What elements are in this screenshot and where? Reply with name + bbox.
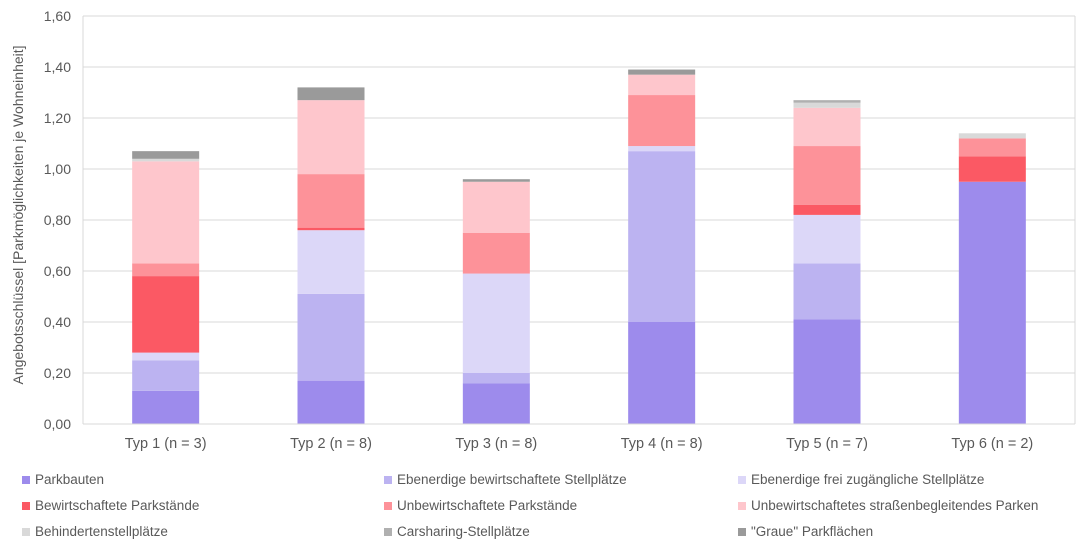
x-tick-label: Typ 4 (n = 8) [621, 436, 703, 452]
bar-segment [132, 276, 200, 353]
bar-segment [958, 156, 1026, 182]
bar-segment [958, 133, 1026, 139]
bar-segment [297, 293, 365, 381]
bar-segment [793, 100, 861, 103]
legend-label: Ebenerdige bewirtschaftete Stellplätze [397, 472, 627, 487]
bar-segment [132, 263, 200, 277]
y-tick-label: 1,40 [44, 59, 71, 75]
bar-segment [793, 319, 861, 424]
bar-segment [462, 181, 530, 233]
bar-segment [462, 373, 530, 384]
bars [132, 69, 1026, 424]
y-tick-label: 1,00 [44, 161, 71, 177]
legend-item: Parkbauten [22, 472, 104, 487]
bar-segment [793, 214, 861, 264]
y-tick-label: 0,80 [44, 212, 71, 228]
y-tick-label: 0,00 [44, 416, 71, 432]
bar-segment [297, 230, 365, 294]
legend-label: Unbewirtschaftetes straßenbegleitendes P… [751, 498, 1039, 513]
legend-item: Ebenerdige bewirtschaftete Stellplätze [384, 472, 627, 487]
legend-label: "Graue" Parkflächen [751, 524, 874, 539]
y-tick-label: 0,60 [44, 263, 71, 279]
axes: 0,00 0,20 0,40 0,60 0,80 1,00 1,20 1,40 1,60 Typ … [44, 8, 1075, 452]
legend-swatch [738, 501, 746, 510]
bar-segment [297, 174, 365, 228]
legend-swatch [384, 527, 392, 536]
legend-label: Unbewirtschaftete Parkstände [397, 498, 578, 513]
y-axis-title: Angebotsschlüssel [Parkmöglichkeiten je … [10, 45, 26, 384]
bar-segment [462, 273, 530, 373]
bar-segment [132, 390, 200, 424]
bar-segment [132, 151, 200, 159]
legend-item: "Graue" Parkflächen [738, 524, 873, 539]
bar-segment [132, 352, 200, 361]
legend-swatch [738, 475, 746, 484]
gridlines [82, 15, 1076, 424]
legend-item: Unbewirtschaftete Parkstände [384, 498, 577, 513]
x-tick-label: Typ 1 (n = 3) [125, 436, 207, 452]
bar-segment [297, 227, 365, 231]
legend-item: Ebenerdige frei zugängliche Stellplätze [738, 472, 984, 487]
bar-segment [793, 146, 861, 205]
legend-label: Behindertenstellplätze [35, 524, 168, 539]
x-tick-label: Typ 3 (n = 8) [455, 436, 537, 452]
legend-swatch [738, 527, 746, 536]
bar-segment [132, 161, 200, 264]
legend-item: Unbewirtschaftetes straßenbegleitendes P… [738, 498, 1038, 513]
bar-segment [132, 360, 200, 391]
bar-segment [958, 181, 1026, 424]
bar-segment [793, 263, 861, 320]
legend-label: Bewirtschaftete Parkstände [35, 498, 200, 513]
bar-segment [297, 100, 365, 175]
bar-segment [462, 383, 530, 424]
y-tick-label: 0,20 [44, 365, 71, 381]
bar-segment [958, 138, 1026, 157]
bar-segment [628, 95, 696, 147]
legend-item: Carsharing-Stellplätze [384, 524, 530, 539]
legend-item: Bewirtschaftete Parkstände [22, 498, 199, 513]
legend-swatch [22, 475, 30, 484]
bar-segment [628, 151, 696, 322]
x-tick-label: Typ 6 (n = 2) [951, 436, 1033, 452]
legend-label: Carsharing-Stellplätze [397, 524, 530, 539]
legend-swatch [22, 527, 30, 536]
bar-segment [297, 380, 365, 424]
bar-segment [628, 146, 696, 152]
y-tick-label: 1,60 [44, 8, 71, 24]
y-tick-label: 1,20 [44, 110, 71, 126]
x-tick-label: Typ 5 (n = 7) [786, 436, 868, 452]
bar-segment [132, 158, 200, 162]
bar-segment [628, 74, 696, 96]
bar-segment [793, 102, 861, 108]
x-tick-label: Typ 2 (n = 8) [290, 436, 372, 452]
legend-label: Parkbauten [35, 472, 105, 487]
bar-segment [297, 87, 365, 101]
bar-segment [628, 322, 696, 424]
legend-label: Ebenerdige frei zugängliche Stellplätze [751, 472, 985, 487]
bar-segment [462, 232, 530, 274]
y-tick-label: 0,40 [44, 314, 71, 330]
legend: Parkbauten Ebenerdige bewirtschaftete Ste… [0, 472, 1085, 551]
bar-segment [793, 107, 861, 147]
legend-swatch [384, 475, 392, 484]
bar-segment [462, 179, 530, 182]
legend-item: Behindertenstellplätze [22, 524, 168, 539]
stacked-bar-chart: 0,00 0,20 0,40 0,60 0,80 1,00 1,20 1,40 1,60 Typ … [10, 8, 1076, 452]
bar-segment [628, 69, 696, 75]
bar-segment [793, 204, 861, 215]
legend-swatch [384, 501, 392, 510]
legend-swatch [22, 501, 30, 510]
